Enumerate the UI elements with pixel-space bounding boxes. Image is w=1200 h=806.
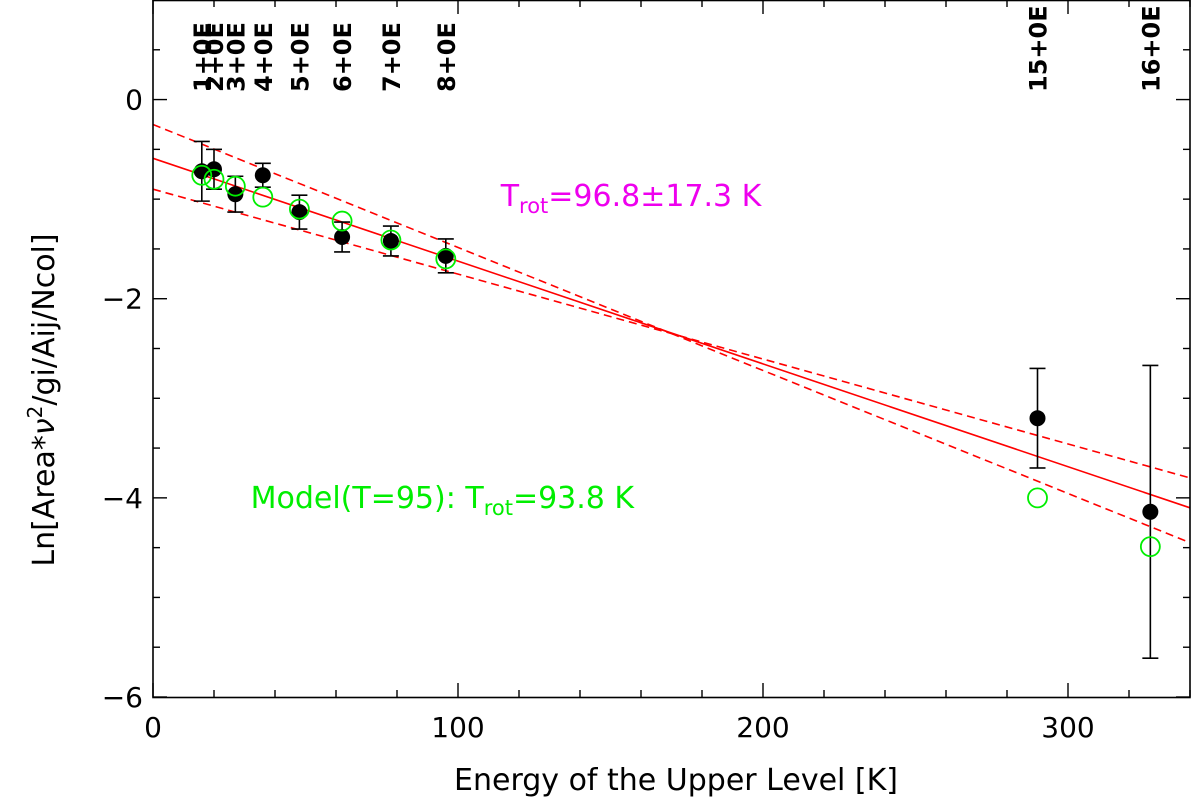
annotation-trot-model: Model(T=95): Trot=93.8 K <box>251 481 636 520</box>
model-point-8 <box>1027 487 1048 509</box>
data-series <box>191 140 1161 659</box>
model-point-4 <box>288 198 310 220</box>
level-label-0: 1+0E <box>189 22 217 92</box>
fit-lines <box>152 123 1191 544</box>
y-axis-title: Ln[Area*ν2/gi/Aij/Ncol] <box>23 233 62 566</box>
annotations: Trot=96.8±17.3 K Model(T=95): Trot=93.8 K <box>251 179 763 520</box>
observed-point-4 <box>291 204 308 221</box>
x-axis-title: Energy of the Upper Level [K] <box>454 763 898 798</box>
model-point-6 <box>380 229 402 251</box>
x-tick-label: 300 <box>1041 711 1094 744</box>
level-label-3: 4+0E <box>250 22 278 92</box>
y-tick-label: −2 <box>102 283 143 316</box>
axes: 0 100 200 300 0 −2 −4 −6 <box>102 0 1191 744</box>
observed-point-7 <box>437 247 454 264</box>
y-tick-label: −4 <box>102 482 143 515</box>
level-label-5: 6+0E <box>329 22 357 92</box>
model-point-0 <box>191 164 213 186</box>
y-axis-title-part1: Ln[Area* <box>27 435 62 566</box>
x-tick-label: 200 <box>736 711 789 744</box>
x-tick-label: 0 <box>144 711 162 744</box>
y-tick-label: 0 <box>125 84 143 117</box>
plot-frame <box>152 0 1191 699</box>
level-label-6: 7+0E <box>378 22 406 92</box>
level-label-4: 5+0E <box>286 22 314 92</box>
model-point-2 <box>224 175 246 197</box>
observed-point-8 <box>1029 410 1046 427</box>
observed-point-2 <box>227 186 244 203</box>
model-point-7 <box>435 248 457 270</box>
model-point-9 <box>1139 536 1161 558</box>
observed-point-5 <box>334 228 351 245</box>
level-labels: 1+0E2+0E3+0E 4+0E 5+0E 6+0E 7+0E 8+0E 15+0E 16+… <box>189 5 1166 92</box>
level-label-1: 2+0E <box>201 22 229 92</box>
y-axis-title-part2: /gi/Aij/Ncol] <box>27 233 62 405</box>
annotation-trot-obs: Trot=96.8±17.3 K <box>500 179 763 218</box>
observed-point-3 <box>254 167 271 184</box>
level-label-2: 3+0E <box>222 22 250 92</box>
level-label-7: 8+0E <box>433 22 461 92</box>
model-point-3 <box>252 186 274 208</box>
fit-line-dashed-2 <box>152 188 1191 479</box>
level-label-9: 16+0E <box>1137 5 1165 92</box>
level-label-8: 15+0E <box>1025 5 1053 92</box>
model-point-1 <box>203 168 225 190</box>
y-axis-title-nu: ν <box>27 418 62 435</box>
model-point-5 <box>331 210 353 232</box>
observed-point-9 <box>1142 503 1159 520</box>
y-tick-label: −6 <box>102 681 143 714</box>
x-tick-label: 100 <box>431 711 484 744</box>
y-axis-title-sup: 2 <box>23 406 47 419</box>
observed-point-6 <box>382 232 399 249</box>
